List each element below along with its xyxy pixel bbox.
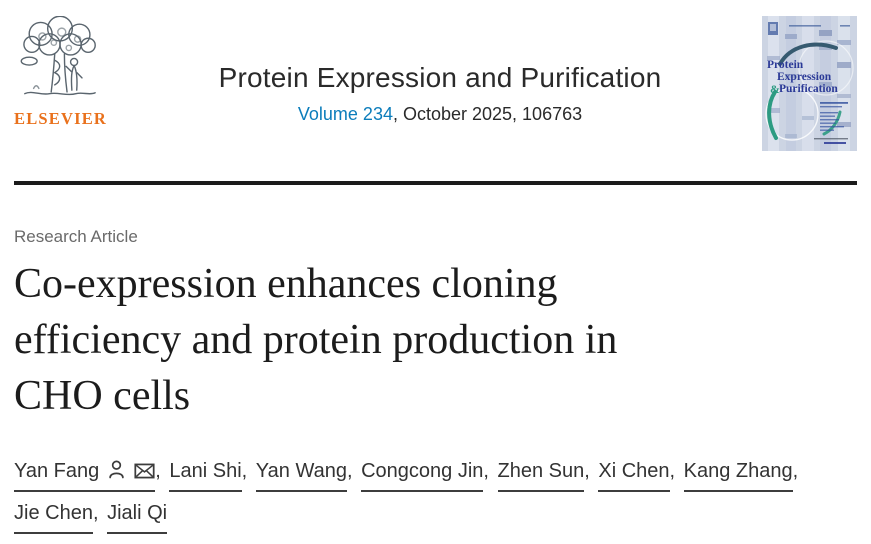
- author-separator: ,: [483, 460, 495, 482]
- author-name: Jie Chen: [14, 502, 93, 524]
- author-list: Yan Fang, Lani Shi, Yan Wang, Congcong J…: [14, 454, 857, 538]
- author-link[interactable]: Lani Shi: [169, 454, 242, 492]
- author-separator: ,: [92, 502, 105, 524]
- author-link[interactable]: Jie Chen: [14, 496, 93, 534]
- author-name: Zhen Sun: [497, 460, 585, 482]
- corresponding-author-icons: [99, 460, 155, 482]
- header-divider: [14, 181, 857, 185]
- article-title-line: Co-expression enhances cloning: [14, 261, 558, 307]
- author-link[interactable]: Congcong Jin: [361, 454, 484, 492]
- author-separator: ,: [792, 460, 804, 482]
- author-name: Congcong Jin: [361, 460, 484, 482]
- author-separator: ,: [346, 460, 359, 482]
- author-name: Jiali Qi: [107, 502, 168, 524]
- elsevier-logo-link[interactable]: ELSEVIER: [14, 16, 118, 129]
- author-link[interactable]: Yan Fang: [14, 454, 156, 492]
- person-icon[interactable]: [108, 458, 125, 480]
- author-name: Yan Wang: [255, 460, 347, 482]
- author-separator: ,: [241, 460, 253, 482]
- author-link[interactable]: Kang Zhang: [683, 454, 793, 492]
- cover-dark-arc: [778, 42, 838, 66]
- cover-title-amp: &: [770, 82, 780, 96]
- author-link[interactable]: Zhen Sun: [497, 454, 585, 492]
- author-separator: ,: [584, 460, 596, 482]
- author-name: Lani Shi: [169, 460, 242, 482]
- journal-header: ELSEVIER Protein Expression and Purifica…: [14, 0, 857, 168]
- author-name: Kang Zhang: [683, 460, 793, 482]
- author-name: Yan Fang: [14, 460, 100, 482]
- author-name: Xi Chen: [598, 460, 670, 482]
- author-link[interactable]: Xi Chen: [598, 454, 670, 492]
- volume-link[interactable]: Volume 234: [297, 104, 393, 124]
- elsevier-tree-icon: [20, 16, 96, 96]
- journal-cover-image: Protein Expression & Purification: [762, 16, 857, 151]
- author-separator: ,: [669, 460, 681, 482]
- cover-title-line2: Expression: [777, 71, 832, 83]
- journal-title-link[interactable]: Protein Expression and Purification: [218, 62, 662, 93]
- issue-info-text: , October 2025, 106763: [392, 104, 583, 124]
- elsevier-wordmark: ELSEVIER: [14, 109, 108, 128]
- envelope-icon[interactable]: [134, 462, 155, 480]
- article-title-line: efficiency and protein production in: [14, 317, 618, 363]
- article-title-line: CHO cells: [14, 373, 191, 419]
- author-separator: ,: [155, 460, 167, 482]
- author-link[interactable]: Yan Wang: [255, 454, 347, 492]
- issue-line: Volume 234, October 2025, 106763: [118, 104, 762, 125]
- cover-title-line3: Purification: [779, 83, 838, 95]
- article-type-label: Research Article: [14, 227, 138, 246]
- cover-teal-arc: [767, 90, 778, 140]
- journal-cover-thumbnail[interactable]: Protein Expression & Purification: [762, 16, 857, 151]
- journal-meta: Protein Expression and Purification Volu…: [118, 16, 762, 125]
- cover-title-line1: Protein: [767, 59, 804, 71]
- author-link[interactable]: Jiali Qi: [107, 496, 168, 534]
- article-title: Co-expression enhances cloning efficienc…: [14, 256, 857, 424]
